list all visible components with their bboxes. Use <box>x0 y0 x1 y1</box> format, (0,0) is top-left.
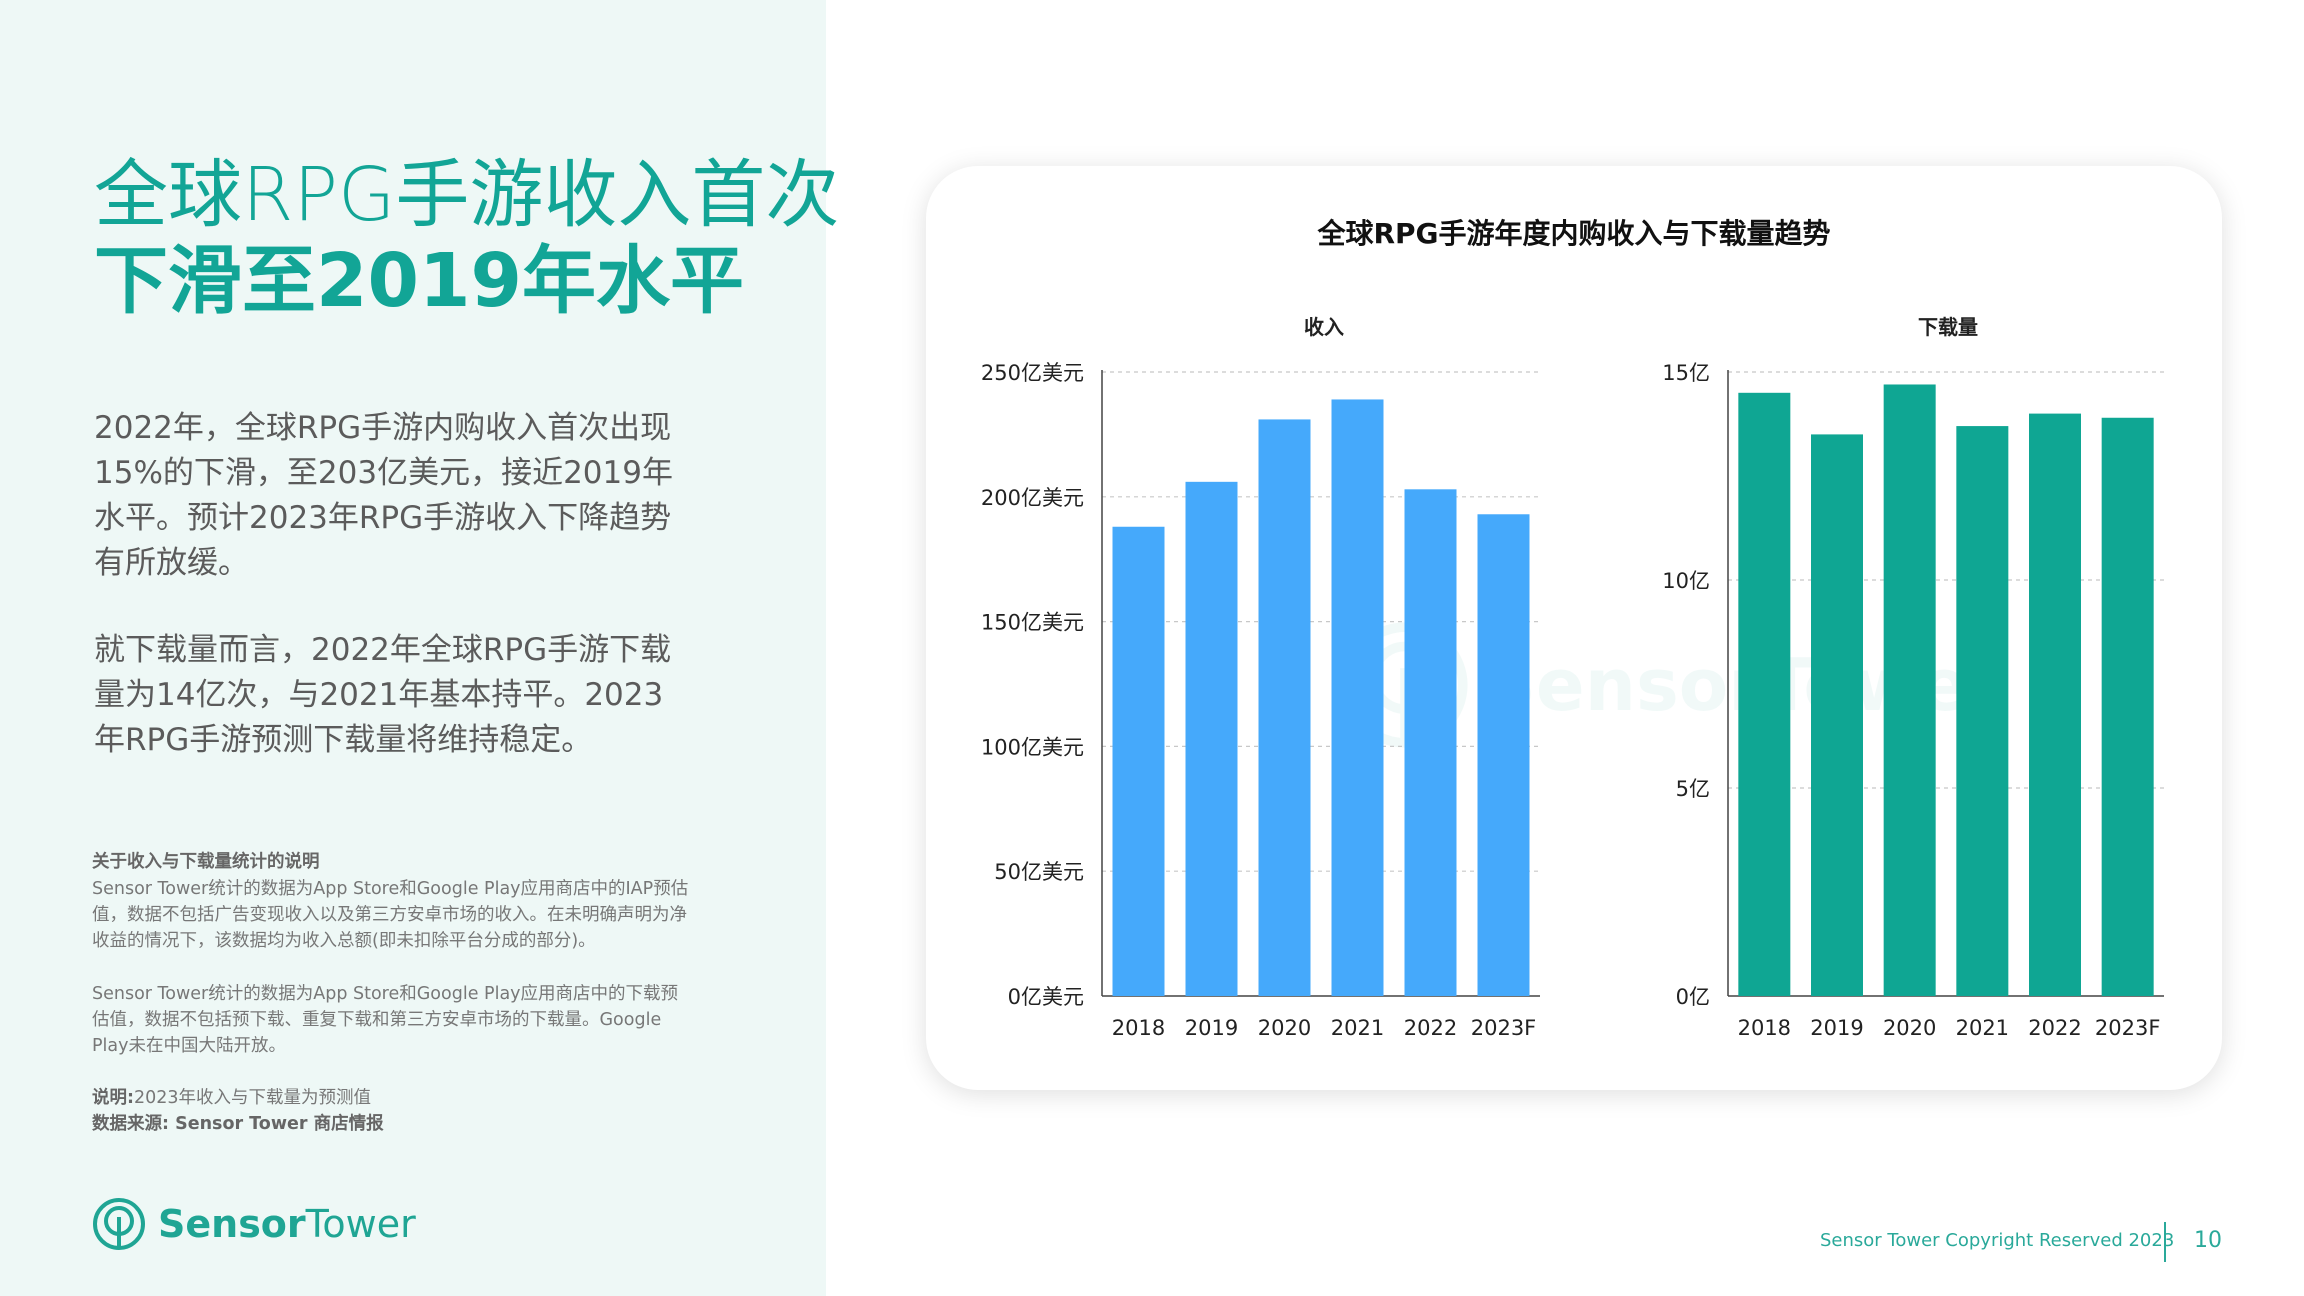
notes-title: 关于收入与下载量统计的说明 <box>92 852 320 872</box>
downloads-ytick-label: 15亿 <box>1662 361 1710 385</box>
revenue-xtick-label: 2019 <box>1185 1016 1238 1040</box>
downloads-xtick-label: 2021 <box>1956 1016 2009 1040</box>
notes-explanation-label: 说明: <box>92 1088 134 1108</box>
downloads-bar <box>2029 413 2081 997</box>
revenue-bar <box>1404 489 1457 996</box>
downloads-bar <box>1811 434 1863 996</box>
revenue-ytick-label: 250亿美元 <box>981 361 1084 385</box>
logo-wordmark-bold: Sensor <box>158 1202 306 1246</box>
watermark-text-bold: Sensor <box>1484 643 1764 727</box>
notes-downloads-text: Sensor Tower统计的数据为App Store和Google Play应… <box>92 984 679 1056</box>
footer-copyright: Sensor Tower Copyright Reserved 2023 <box>1820 1230 2175 1251</box>
revenue-ytick-label: 50亿美元 <box>994 860 1084 884</box>
sensor-tower-logo: SensorTower <box>92 1196 416 1252</box>
revenue-chart-subtitle: 收入 <box>1304 315 1344 339</box>
downloads-xtick-label: 2023F <box>2095 1016 2161 1040</box>
revenue-xtick-label: 2018 <box>1112 1016 1165 1040</box>
page-headline: 全球RPG手游收入首次 下滑至2019年水平 <box>94 152 839 324</box>
notes-source: 数据来源: Sensor Tower 商店情报 <box>92 1114 384 1134</box>
downloads-bar <box>1738 392 1791 996</box>
downloads-bar <box>2101 417 2154 996</box>
downloads-xtick-label: 2020 <box>1883 1016 1936 1040</box>
revenue-ytick-label: 100亿美元 <box>981 735 1084 759</box>
page-number: 10 <box>2194 1228 2222 1253</box>
notes-explanation: 说明:2023年收入与下载量为预测值 <box>92 1085 692 1111</box>
paragraph-revenue: 2022年，全球RPG手游内购收入首次出现15%的下滑，至203亿美元，接近20… <box>94 410 673 581</box>
logo-wordmark-regular: Tower <box>305 1202 416 1246</box>
revenue-bar <box>1112 526 1165 996</box>
downloads-xtick-label: 2018 <box>1738 1016 1791 1040</box>
footer-divider <box>2164 1222 2166 1262</box>
downloads-ytick-label: 10亿 <box>1662 569 1710 593</box>
paragraph-downloads: 就下载量而言，2022年全球RPG手游下载量为14亿次，与2021年基本持平。2… <box>94 632 672 758</box>
revenue-ytick-label: 150亿美元 <box>981 611 1084 635</box>
revenue-ytick-label: 0亿美元 <box>1008 985 1084 1009</box>
revenue-bar <box>1331 399 1384 996</box>
downloads-bar <box>1883 384 1936 997</box>
sensor-tower-logo-icon <box>93 1198 145 1250</box>
left-panel <box>0 0 826 1296</box>
notes-explanation-text: 2023年收入与下载量为预测值 <box>134 1088 372 1108</box>
headline-line2: 下滑至2019年水平 <box>94 238 744 324</box>
revenue-ytick-label: 200亿美元 <box>981 486 1084 510</box>
downloads-xtick-label: 2022 <box>2028 1016 2081 1040</box>
revenue-bar <box>1185 481 1238 997</box>
revenue-bar <box>1477 514 1530 996</box>
revenue-bar <box>1258 419 1311 996</box>
revenue-xtick-label: 2023F <box>1471 1016 1537 1040</box>
revenue-xtick-label: 2020 <box>1258 1016 1311 1040</box>
downloads-xtick-label: 2019 <box>1810 1016 1863 1040</box>
logo-wordmark: SensorTower <box>158 1202 416 1246</box>
downloads-ytick-label: 5亿 <box>1676 777 1710 801</box>
downloads-bar <box>1956 426 2009 997</box>
downloads-ytick-label: 0亿 <box>1676 985 1710 1009</box>
chart-title: 全球RPG手游年度内购收入与下载量趋势 <box>1317 217 1831 250</box>
headline-line1: 全球RPG手游收入首次 <box>94 152 840 238</box>
revenue-xtick-label: 2022 <box>1404 1016 1457 1040</box>
downloads-chart-subtitle: 下载量 <box>1918 315 1978 339</box>
notes-revenue-text: Sensor Tower统计的数据为App Store和Google Play应… <box>92 879 689 951</box>
revenue-xtick-label: 2021 <box>1331 1016 1384 1040</box>
